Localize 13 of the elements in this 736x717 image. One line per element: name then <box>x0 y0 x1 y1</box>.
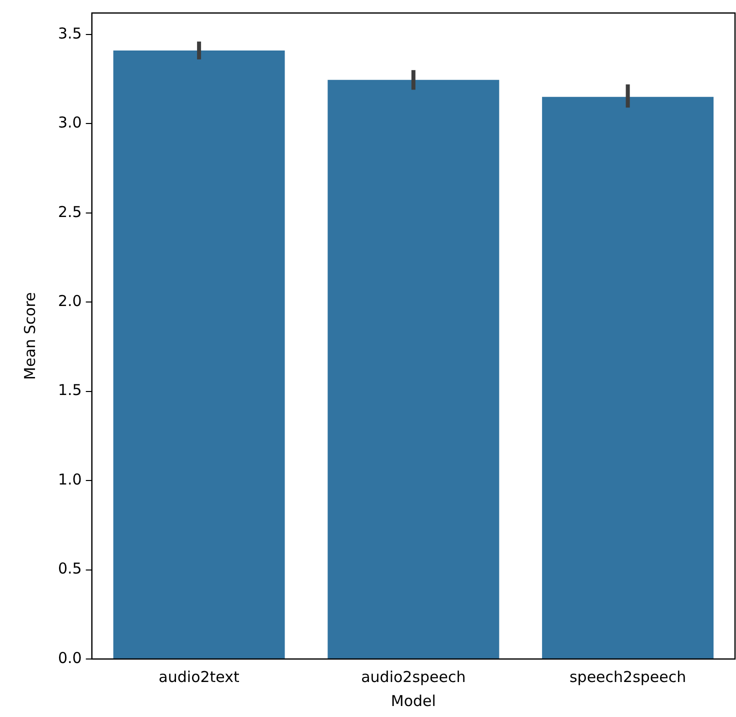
y-tick-label: 2.0 <box>58 292 82 310</box>
y-axis-title: Mean Score <box>20 292 39 380</box>
y-tick-label: 0.0 <box>58 648 82 667</box>
y-tick-label: 0.5 <box>58 560 82 578</box>
y-tick-label: 3.0 <box>58 114 82 132</box>
x-tick-label: speech2speech <box>569 668 686 686</box>
y-tick-label: 2.5 <box>58 202 82 221</box>
x-tick-label: audio2speech <box>361 668 466 686</box>
x-axis-title: Model <box>390 692 436 710</box>
y-tick-label: 1.0 <box>58 470 82 488</box>
x-tick-label: audio2text <box>158 668 240 686</box>
y-tick-label: 3.5 <box>58 24 82 42</box>
y-tick-label: 1.5 <box>58 381 82 400</box>
